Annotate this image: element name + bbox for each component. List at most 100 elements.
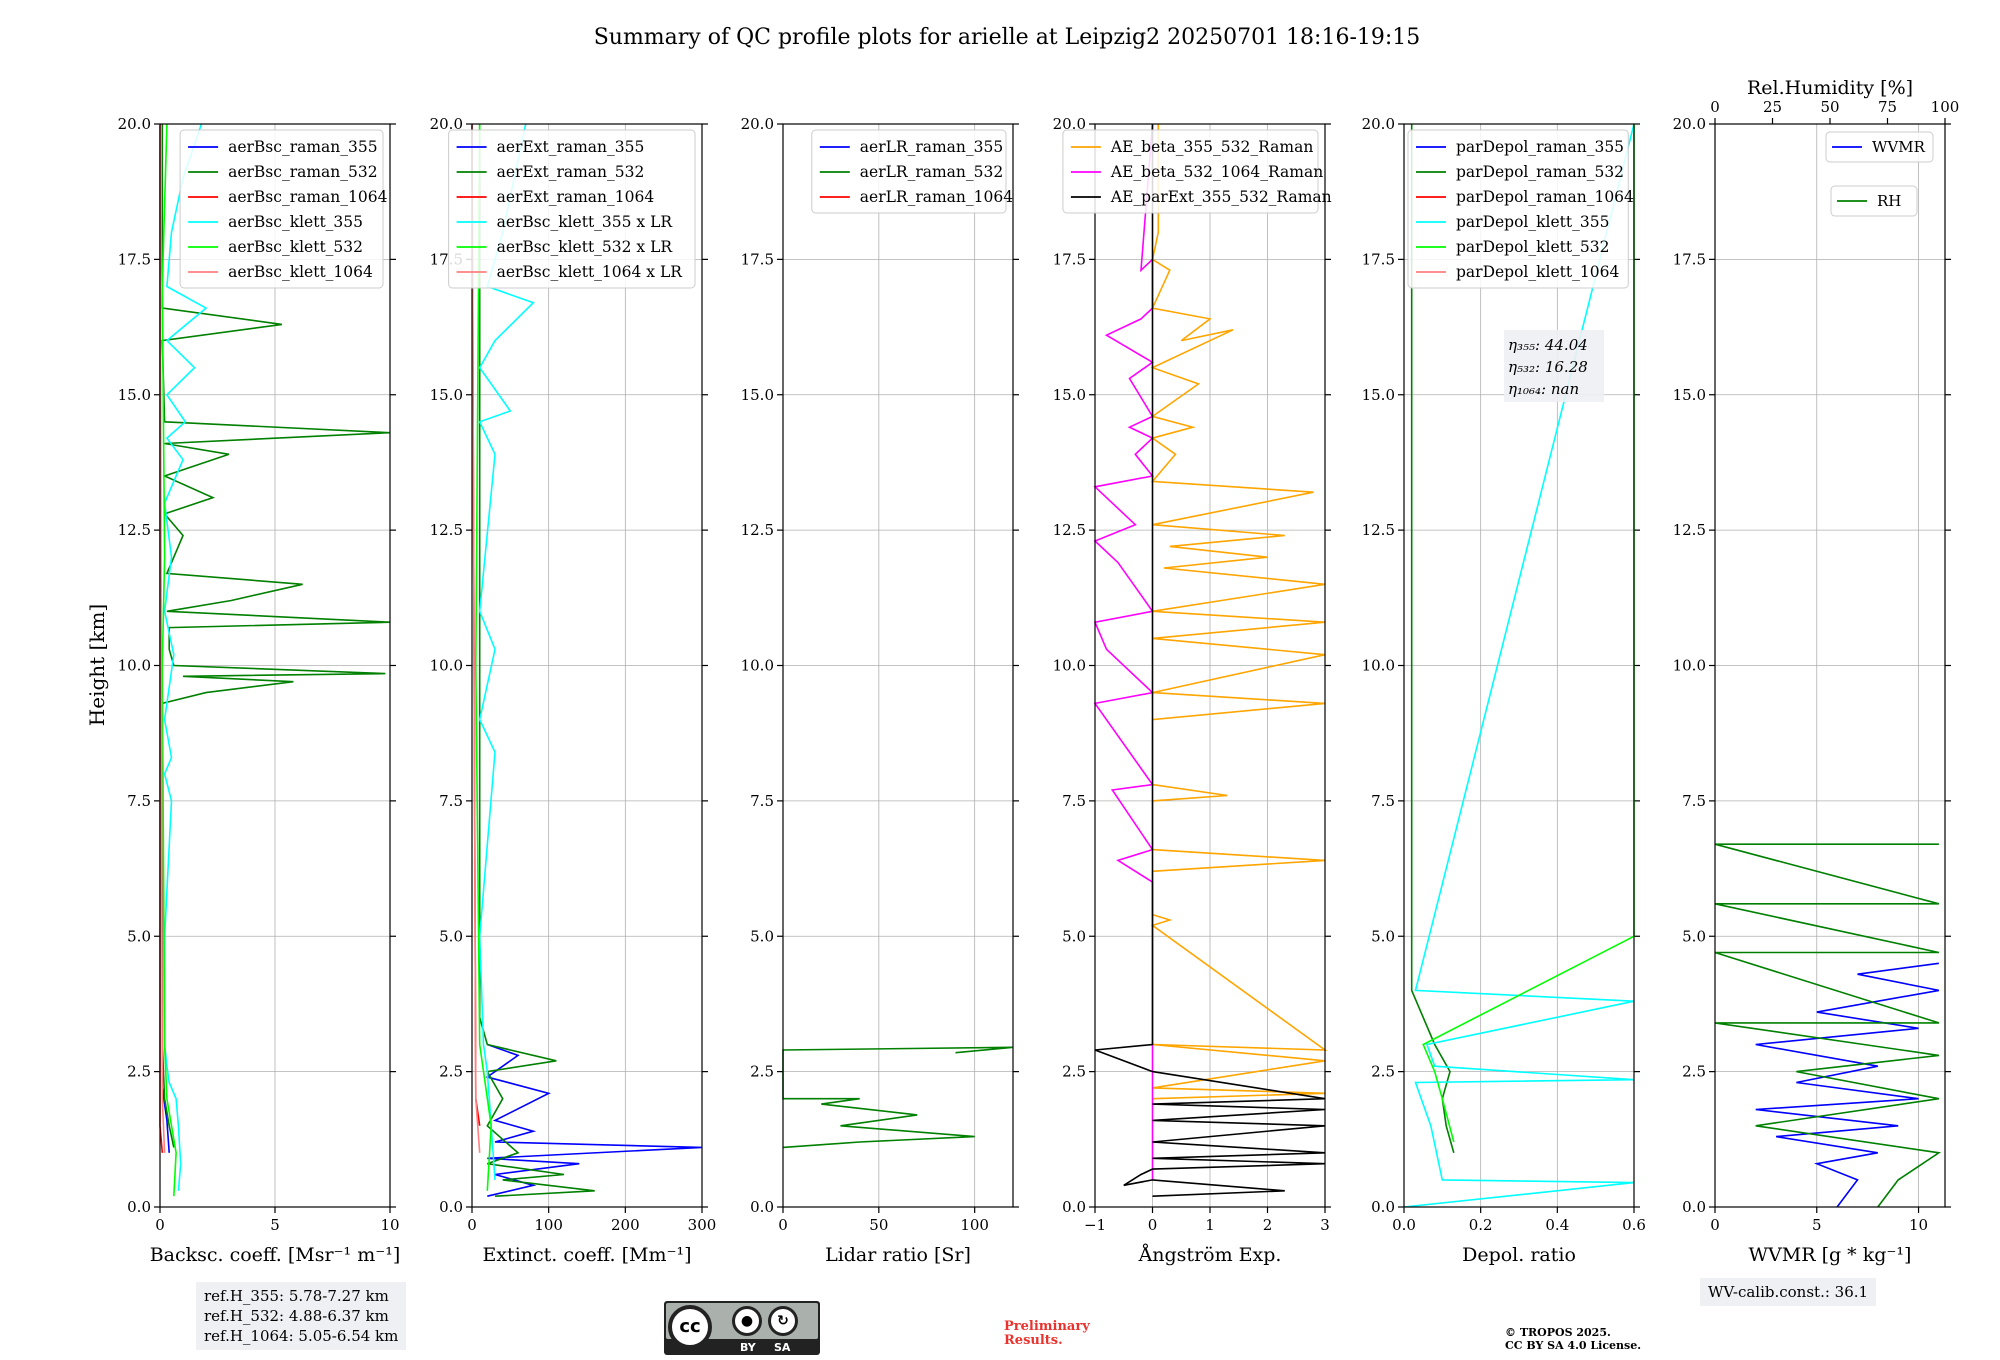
x-tick-label: 0 (155, 1216, 165, 1234)
legend-entry: aerLR_raman_532 (860, 163, 1003, 181)
legend-entry: aerLR_raman_355 (860, 138, 1003, 156)
y-tick-label: 15.0 (1053, 386, 1086, 404)
y-tick-label: 5.0 (750, 927, 774, 945)
x-tick-label: 0.2 (1469, 1216, 1493, 1234)
top-x-tick-label: 100 (1931, 98, 1960, 116)
legend-entry: aerExt_raman_355 (497, 138, 645, 156)
x-tick-label: 5 (1812, 1216, 1822, 1234)
y-tick-label: 10.0 (1673, 657, 1706, 675)
x-tick-label: 0 (1710, 1216, 1720, 1234)
y-tick-label: 2.5 (439, 1063, 463, 1081)
panel-wv: 0.02.55.07.510.012.515.017.520.00 5 10WVMR… (1673, 77, 1960, 1266)
y-tick-label: 7.5 (1062, 792, 1086, 810)
y-tick-label: 5.0 (1371, 927, 1395, 945)
series-line-aerLR_raman_532 (782, 1046, 1014, 1149)
y-tick-label: 20.0 (1673, 115, 1706, 133)
y-tick-label: 7.5 (1682, 792, 1706, 810)
x-tick-label: 5 (270, 1216, 280, 1234)
series-line-parDepol_raman_532 (1410, 124, 1455, 1154)
axes-frame (1094, 123, 1326, 1208)
legend-entry: aerBsc_klett_1064 x LR (497, 263, 684, 281)
series-line-aerBsc_klett_355 (163, 123, 208, 1191)
y-tick-label: 0.0 (1682, 1198, 1706, 1216)
x-tick-label: 0 (1148, 1216, 1158, 1234)
legend-entry: aerBsc_klett_1064 (228, 263, 373, 281)
legend-entry: aerBsc_raman_1064 (228, 188, 388, 206)
series-line-aerBsc_klett_532 x LR (474, 123, 493, 1191)
eta-1064-label: η₁₀₆₄: nan (1508, 380, 1579, 398)
y-tick-label: 0.0 (439, 1198, 463, 1216)
cc-by-sa-logo: cc ● ↻ BY SA (664, 1301, 820, 1355)
legend-entry: parDepol_raman_355 (1456, 138, 1624, 156)
x-tick-label: 1 (1205, 1216, 1215, 1234)
cc-icon: cc (668, 1305, 712, 1349)
x-tick-label: 0 (467, 1216, 477, 1234)
legend-box (448, 129, 696, 289)
refh-1064: ref.H_1064: 5.05-6.54 km (204, 1327, 399, 1345)
x-tick-label: 0 (778, 1216, 788, 1234)
legend-entry: AE_beta_532_1064_Raman (1110, 163, 1323, 181)
legend-entry: WVMR (1872, 138, 1926, 156)
legend-entry: aerExt_raman_532 (497, 163, 645, 181)
y-tick-label: 10.0 (118, 657, 151, 675)
x-axis-label: WVMR [g * kg⁻¹] (1749, 1244, 1912, 1266)
x-tick-label: 100 (534, 1216, 563, 1234)
sa-share-icon: ↻ (768, 1306, 798, 1336)
legend-entry: aerLR_raman_1064 (860, 188, 1013, 206)
x-tick-label: 2 (1263, 1216, 1273, 1234)
series-line-aerBsc_klett_1064 (159, 123, 166, 1153)
wv-calibration-note: WV-calib.const.: 36.1 (1700, 1278, 1877, 1306)
x-tick-label: 10 (380, 1216, 399, 1234)
eta-532-label: η₅₃₂: 16.28 (1508, 358, 1588, 376)
y-tick-label: 20.0 (118, 115, 151, 133)
panel-depol: 0.0 2.5 5.0 7.5 10.0 12.5 15.0 17.5 20.0 0.0 0.2 0.… (1362, 115, 1646, 1266)
y-tick-label: 17.5 (1673, 250, 1706, 268)
preliminary-results-note: Preliminary Results. (1004, 1319, 1090, 1348)
panel-ext: 0.02.55.07.510.012.515.017.520.00 100 200 3… (430, 115, 717, 1266)
y-tick-label: 5.0 (1062, 927, 1086, 945)
x-tick-label: 50 (869, 1216, 888, 1234)
figure-title: Summary of QC profile plots for arielle … (594, 25, 1421, 50)
y-axis-label: Height [km] (85, 604, 109, 726)
legend-entry: aerBsc_raman_532 (228, 163, 378, 181)
legend-entry: parDepol_klett_532 (1456, 238, 1609, 256)
x-axis-label: Depol. ratio (1462, 1244, 1576, 1266)
y-tick-label: 0.0 (1371, 1198, 1395, 1216)
legend-box (179, 129, 384, 289)
axes-frame (782, 123, 1014, 1208)
legend-entry: aerBsc_klett_532 (228, 238, 363, 256)
panel-lr: 0.0 2.5 5.0 7.5 10.0 12.5 15.0 17.5 20.0 0 50 100 Li… (741, 115, 1019, 1266)
y-tick-label: 17.5 (118, 250, 151, 268)
y-tick-label: 17.5 (1362, 250, 1395, 268)
top-x-tick-label: 0 (1710, 98, 1720, 116)
legend-entry: parDepol_raman_532 (1456, 163, 1624, 181)
series-line-AE_parExt_355_532_Raman (1094, 124, 1326, 1197)
x-tick-label: 0.0 (1392, 1216, 1416, 1234)
x-tick-label: 100 (960, 1216, 989, 1234)
x-tick-label: 300 (688, 1216, 717, 1234)
y-tick-label: 7.5 (127, 792, 151, 810)
y-tick-label: 12.5 (118, 521, 151, 539)
x-tick-label: 0.4 (1545, 1216, 1569, 1234)
y-tick-label: 15.0 (430, 386, 463, 404)
series-line-AE_beta_532_1064_Raman (1093, 123, 1155, 1180)
by-person-icon: ● (732, 1306, 762, 1336)
legend-entry: aerExt_raman_1064 (497, 188, 655, 206)
y-tick-label: 5.0 (127, 927, 151, 945)
legend-entry: parDepol_klett_355 (1456, 213, 1609, 231)
y-tick-label: 2.5 (750, 1063, 774, 1081)
y-tick-label: 17.5 (741, 250, 774, 268)
y-tick-label: 5.0 (439, 927, 463, 945)
x-tick-label: 10 (1909, 1216, 1928, 1234)
y-tick-label: 20.0 (1053, 115, 1086, 133)
series-line-aerBsc_klett_1064 x LR (471, 123, 481, 1153)
copyright-note: © TROPOS 2025. CC BY SA 4.0 License. (1505, 1326, 1642, 1352)
legend-box (1062, 129, 1319, 214)
x-tick-label: 0.6 (1622, 1216, 1646, 1234)
panel-bsc: 0.0 2.5 5.0 7.5 10.0 12.5 15.0 17.5 20.0 0 5 10 Back… (118, 115, 401, 1266)
cc-by-label: BY (740, 1341, 756, 1354)
series-line-AE_beta_355_532_Raman (1150, 124, 1328, 1100)
y-tick-label: 12.5 (1673, 521, 1706, 539)
series-line-aerBsc_klett_355 x LR (478, 123, 535, 1180)
